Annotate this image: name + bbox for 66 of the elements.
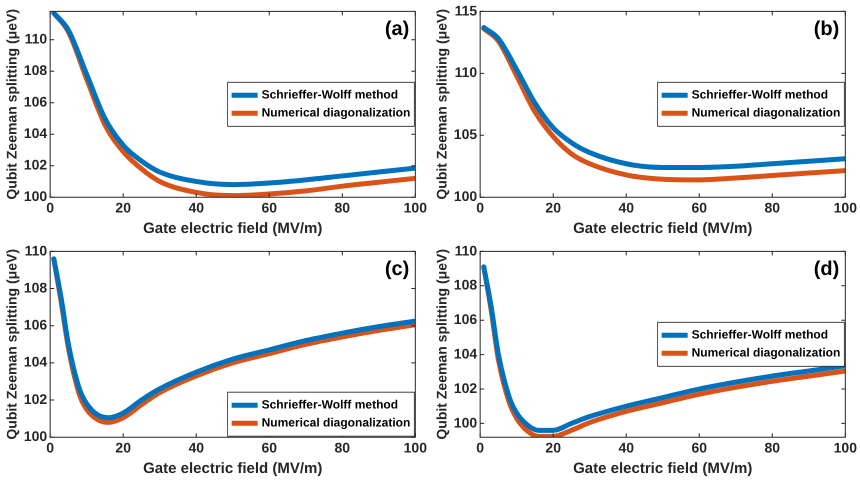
x-tick-label: 100 xyxy=(834,199,858,216)
y-tick-label: 104 xyxy=(24,125,48,142)
y-tick-label: 105 xyxy=(454,126,478,142)
x-tick-label: 80 xyxy=(764,199,780,216)
y-tick-label: 106 xyxy=(24,94,48,110)
legend-label: Numerical diagonalization xyxy=(262,106,410,120)
legend-label: Numerical diagonalization xyxy=(692,106,840,120)
x-tick-label: 0 xyxy=(476,439,484,456)
y-tick-label: 110 xyxy=(24,30,48,47)
x-tick-label: 60 xyxy=(261,199,278,216)
annotation: (a) xyxy=(384,18,410,40)
y-tick-label: 115 xyxy=(454,2,478,18)
y-axis-title: Qubit Zeeman splitting (μeV) xyxy=(433,249,450,440)
x-axis-title: Gate electric field (MV/m) xyxy=(143,220,322,238)
y-tick-label: 110 xyxy=(454,64,478,80)
y-tick-label: 106 xyxy=(24,316,48,333)
x-tick-label: 100 xyxy=(834,439,858,456)
x-tick-label: 40 xyxy=(618,439,634,456)
y-tick-label: 108 xyxy=(24,279,48,296)
y-tick-label: 110 xyxy=(454,242,478,258)
x-tick-label: 60 xyxy=(261,439,278,456)
legend-label: Numerical diagonalization xyxy=(262,416,410,430)
legend-label: Schrieffer-Wolff method xyxy=(692,88,828,102)
y-axis-title: Qubit Zeeman splitting (μeV) xyxy=(3,9,20,200)
x-tick-label: 20 xyxy=(115,439,132,456)
y-tick-label: 106 xyxy=(454,311,478,328)
x-tick-label: 0 xyxy=(46,439,54,456)
x-tick-label: 80 xyxy=(334,199,350,216)
y-tick-label: 102 xyxy=(24,156,48,173)
x-tick-label: 100 xyxy=(404,439,428,456)
y-tick-label: 100 xyxy=(24,428,48,444)
legend-label: Schrieffer-Wolff method xyxy=(692,328,828,342)
y-tick-label: 102 xyxy=(24,390,48,407)
x-tick-label: 20 xyxy=(545,199,562,216)
annotation: (c) xyxy=(384,258,410,280)
annotation: (d) xyxy=(814,258,840,280)
x-axis-title: Gate electric field (MV/m) xyxy=(573,220,752,238)
x-tick-label: 60 xyxy=(691,199,708,216)
x-tick-label: 80 xyxy=(334,439,350,456)
x-tick-label: 20 xyxy=(115,199,132,216)
y-tick-label: 100 xyxy=(454,414,478,430)
x-axis-title: Gate electric field (MV/m) xyxy=(573,460,752,478)
y-tick-label: 100 xyxy=(24,188,48,204)
y-tick-label: 108 xyxy=(24,62,48,78)
y-tick-label: 110 xyxy=(24,242,48,258)
x-tick-label: 0 xyxy=(46,199,54,216)
x-tick-label: 20 xyxy=(545,439,562,456)
x-axis-title: Gate electric field (MV/m) xyxy=(143,460,322,478)
legend-label: Schrieffer-Wolff method xyxy=(262,88,398,102)
y-axis-title: Qubit Zeeman splitting (μeV) xyxy=(3,249,20,440)
annotation: (b) xyxy=(814,18,840,40)
x-tick-label: 40 xyxy=(188,439,204,456)
x-tick-label: 40 xyxy=(188,199,204,216)
y-axis-title: Qubit Zeeman splitting (μeV) xyxy=(433,9,450,200)
x-tick-label: 40 xyxy=(618,199,634,216)
x-tick-label: 60 xyxy=(691,439,708,456)
y-tick-label: 102 xyxy=(454,380,478,396)
y-tick-label: 104 xyxy=(24,354,48,370)
x-tick-label: 100 xyxy=(404,199,428,216)
y-tick-label: 108 xyxy=(454,276,478,293)
y-tick-label: 100 xyxy=(454,188,478,204)
legend-label: Numerical diagonalization xyxy=(692,346,840,360)
legend-label: Schrieffer-Wolff method xyxy=(262,398,398,412)
y-tick-label: 104 xyxy=(454,345,478,362)
x-tick-label: 0 xyxy=(476,199,484,216)
x-tick-label: 80 xyxy=(764,439,780,456)
